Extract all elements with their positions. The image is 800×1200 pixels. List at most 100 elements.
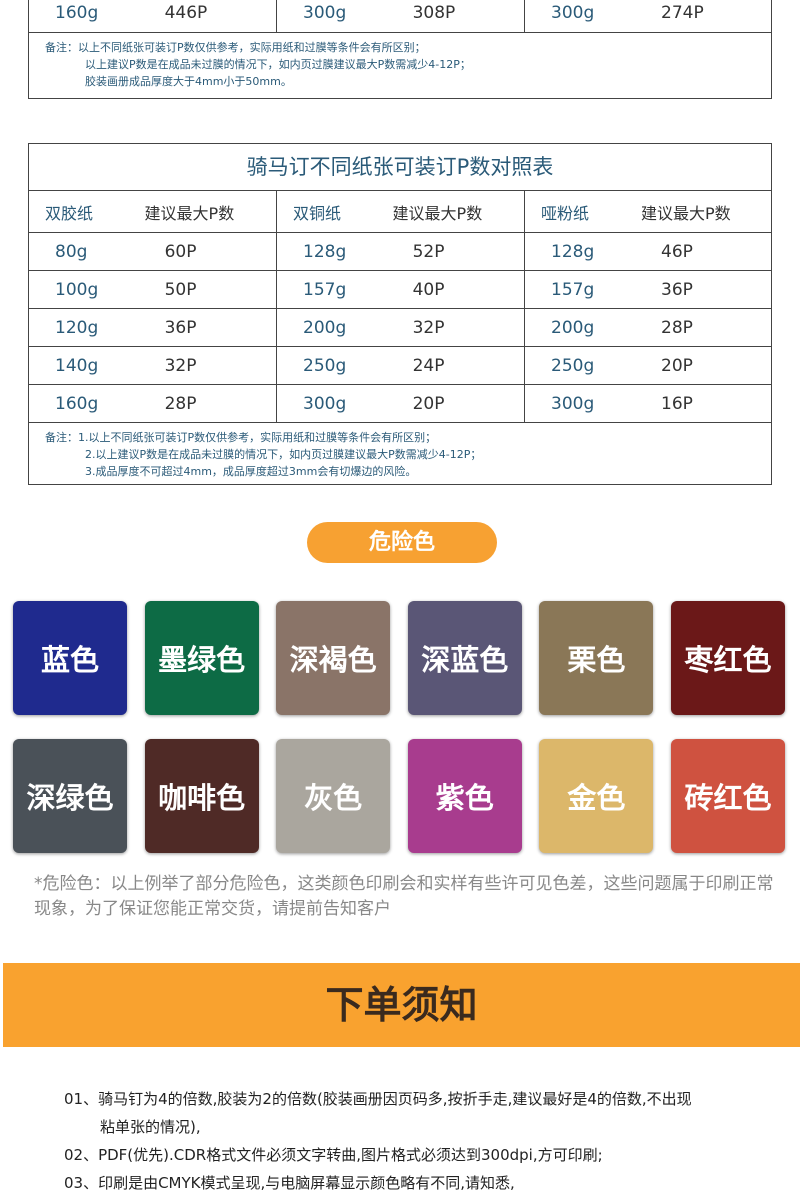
page-count: 446P: [164, 3, 208, 23]
table-cell: 140g 32P: [29, 347, 277, 384]
table-cell: 200g 28P: [525, 309, 773, 346]
table-row: 140g 32P 250g 24P 250g 20P: [29, 347, 771, 385]
page-count: 20P: [661, 355, 693, 376]
paper-weight: 80g: [55, 241, 88, 262]
color-swatch: 蓝色: [13, 601, 127, 715]
page-count: 32P: [164, 355, 197, 376]
color-swatch: 砖红色: [671, 739, 785, 853]
color-swatch: 深蓝色: [407, 601, 522, 715]
paper-weight: 300g: [551, 393, 595, 414]
paper-weight: 157g: [551, 279, 595, 300]
page-count: 32P: [412, 317, 445, 338]
note-line: 备注：1.以上不同纸张可装订P数仅供参考，实际用纸和过膜等条件会有所区别；: [45, 431, 437, 444]
binding-table-top: 160g 446P 300g 308P 300g 274P 备注：以上不同纸张可装订P…: [28, 0, 772, 99]
table-cell: 250g 20P: [525, 347, 773, 384]
paper-weight: 120g: [55, 317, 99, 338]
page-count: 308P: [412, 3, 456, 23]
table-cell: 157g 40P: [277, 271, 525, 308]
table-cell: 157g 36P: [525, 271, 773, 308]
color-swatch: 咖啡色: [144, 739, 259, 853]
paper-weight: 200g: [303, 317, 347, 338]
page-count: 28P: [164, 393, 197, 414]
page-count: 50P: [164, 279, 197, 300]
page-count: 60P: [164, 241, 197, 262]
table-row: 80g 60P 128g 52P 128g 46P: [29, 233, 771, 271]
color-swatch: 金色: [539, 739, 654, 853]
header-cell: 双胶纸 建议最大P数: [29, 191, 277, 232]
page-count: 52P: [412, 241, 445, 262]
paper-weight: 200g: [551, 317, 595, 338]
table-cell: 128g 46P: [525, 233, 773, 270]
order-notice-banner: 下单须知: [3, 963, 800, 1047]
table-cell: 160g 446P: [29, 0, 277, 32]
paper-weight: 140g: [55, 355, 99, 376]
table-cell: 250g 24P: [277, 347, 525, 384]
table-cell: 120g 36P: [29, 309, 277, 346]
order-notice-item: 03、印刷是由CMYK模式呈现,与电脑屏幕显示颜色略有不同,请知悉,: [64, 1174, 515, 1192]
table-cell: 200g 32P: [277, 309, 525, 346]
saddle-stitch-table: 骑马订不同纸张可装订P数对照表 双胶纸 建议最大P数 双铜纸 建议最大P数 哑粉纸 建议最…: [28, 143, 772, 485]
page-count: 28P: [661, 317, 693, 338]
note-line: 3.成品厚度不可超过4mm，成品厚度超过3mm会有切爆边的风险。: [85, 465, 417, 478]
max-pages-header: 建议最大P数: [144, 203, 235, 223]
table-cell: 100g 50P: [29, 271, 277, 308]
max-pages-header: 建议最大P数: [392, 203, 483, 223]
page-count: 16P: [661, 393, 693, 414]
table-cell: 80g 60P: [29, 233, 277, 270]
page-count: 36P: [164, 317, 197, 338]
color-swatch: 深绿色: [13, 739, 127, 853]
table-notes: 备注：以上不同纸张可装订P数仅供参考，实际用纸和过膜等条件会有所区别； 以上建议…: [29, 33, 771, 90]
table-row: 100g 50P 157g 40P 157g 36P: [29, 271, 771, 309]
note-line: 备注：以上不同纸张可装订P数仅供参考，实际用纸和过膜等条件会有所区别；: [45, 41, 426, 54]
color-swatch: 墨绿色: [144, 601, 259, 715]
color-swatch: 栗色: [539, 601, 654, 715]
table-cell: 300g 16P: [525, 385, 773, 422]
table-cell: 128g 52P: [277, 233, 525, 270]
danger-color-label: 危险色: [307, 522, 497, 563]
paper-weight: 128g: [303, 241, 347, 262]
order-notice-item: 02、PDF(优先).CDR格式文件必须文字转曲,图片格式必须达到300dpi,…: [64, 1146, 603, 1164]
paper-weight: 300g: [551, 3, 595, 23]
paper-weight: 100g: [55, 279, 99, 300]
paper-type: 双胶纸: [45, 203, 94, 223]
paper-weight: 160g: [55, 393, 99, 414]
paper-weight: 300g: [303, 393, 347, 414]
page-count: 24P: [412, 355, 445, 376]
paper-weight: 128g: [551, 241, 595, 262]
table-cell: 300g 308P: [277, 0, 525, 32]
danger-caption: *危险色：以上例举了部分危险色，这类颜色印刷会和实样有些许可见色差，这些问题属于…: [34, 874, 774, 919]
table-notes: 备注：1.以上不同纸张可装订P数仅供参考，实际用纸和过膜等条件会有所区别； 2.…: [29, 423, 771, 480]
paper-weight: 300g: [303, 3, 347, 23]
paper-weight: 157g: [303, 279, 347, 300]
header-cell: 哑粉纸 建议最大P数: [525, 191, 773, 232]
paper-type: 哑粉纸: [541, 203, 590, 223]
table-row: 120g 36P 200g 32P 200g 28P: [29, 309, 771, 347]
color-swatch: 深褐色: [276, 601, 391, 715]
max-pages-header: 建议最大P数: [640, 203, 731, 223]
paper-weight: 160g: [55, 3, 99, 23]
page-count: 274P: [661, 3, 704, 23]
order-notice-list: 01、骑马钉为4的倍数,胶装为2的倍数(胶装画册因页码多,按折手走,建议最好是4…: [64, 1085, 764, 1197]
table-row: 160g 28P 300g 20P 300g 16P: [29, 385, 771, 423]
header-cell: 双铜纸 建议最大P数: [277, 191, 525, 232]
color-swatch: 灰色: [276, 739, 391, 853]
note-line: 2.以上建议P数是在成品未过膜的情况下，如内页过膜建议最大P数需减少4-12P；: [85, 448, 482, 461]
table-header: 双胶纸 建议最大P数 双铜纸 建议最大P数 哑粉纸 建议最大P数: [29, 191, 771, 233]
color-swatch: 紫色: [407, 739, 522, 853]
table-title: 骑马订不同纸张可装订P数对照表: [29, 144, 771, 191]
table-cell: 160g 28P: [29, 385, 277, 422]
page-count: 36P: [661, 279, 693, 300]
page-count: 20P: [412, 393, 445, 414]
order-notice-item: 01、骑马钉为4的倍数,胶装为2的倍数(胶装画册因页码多,按折手走,建议最好是4…: [64, 1090, 692, 1108]
paper-weight: 250g: [303, 355, 347, 376]
order-notice-item: 粘单张的情况),: [100, 1118, 201, 1136]
note-line: 胶装画册成品厚度大于4mm小于50mm。: [85, 75, 292, 88]
table-cell: 300g 274P: [525, 0, 773, 32]
paper-type: 双铜纸: [293, 203, 342, 223]
color-swatch: 枣红色: [671, 601, 785, 715]
note-line: 以上建议P数是在成品未过膜的情况下，如内页过膜建议最大P数需减少4-12P；: [85, 58, 471, 71]
table-cell: 300g 20P: [277, 385, 525, 422]
page-count: 46P: [661, 241, 693, 262]
page-count: 40P: [412, 279, 445, 300]
paper-weight: 250g: [551, 355, 595, 376]
